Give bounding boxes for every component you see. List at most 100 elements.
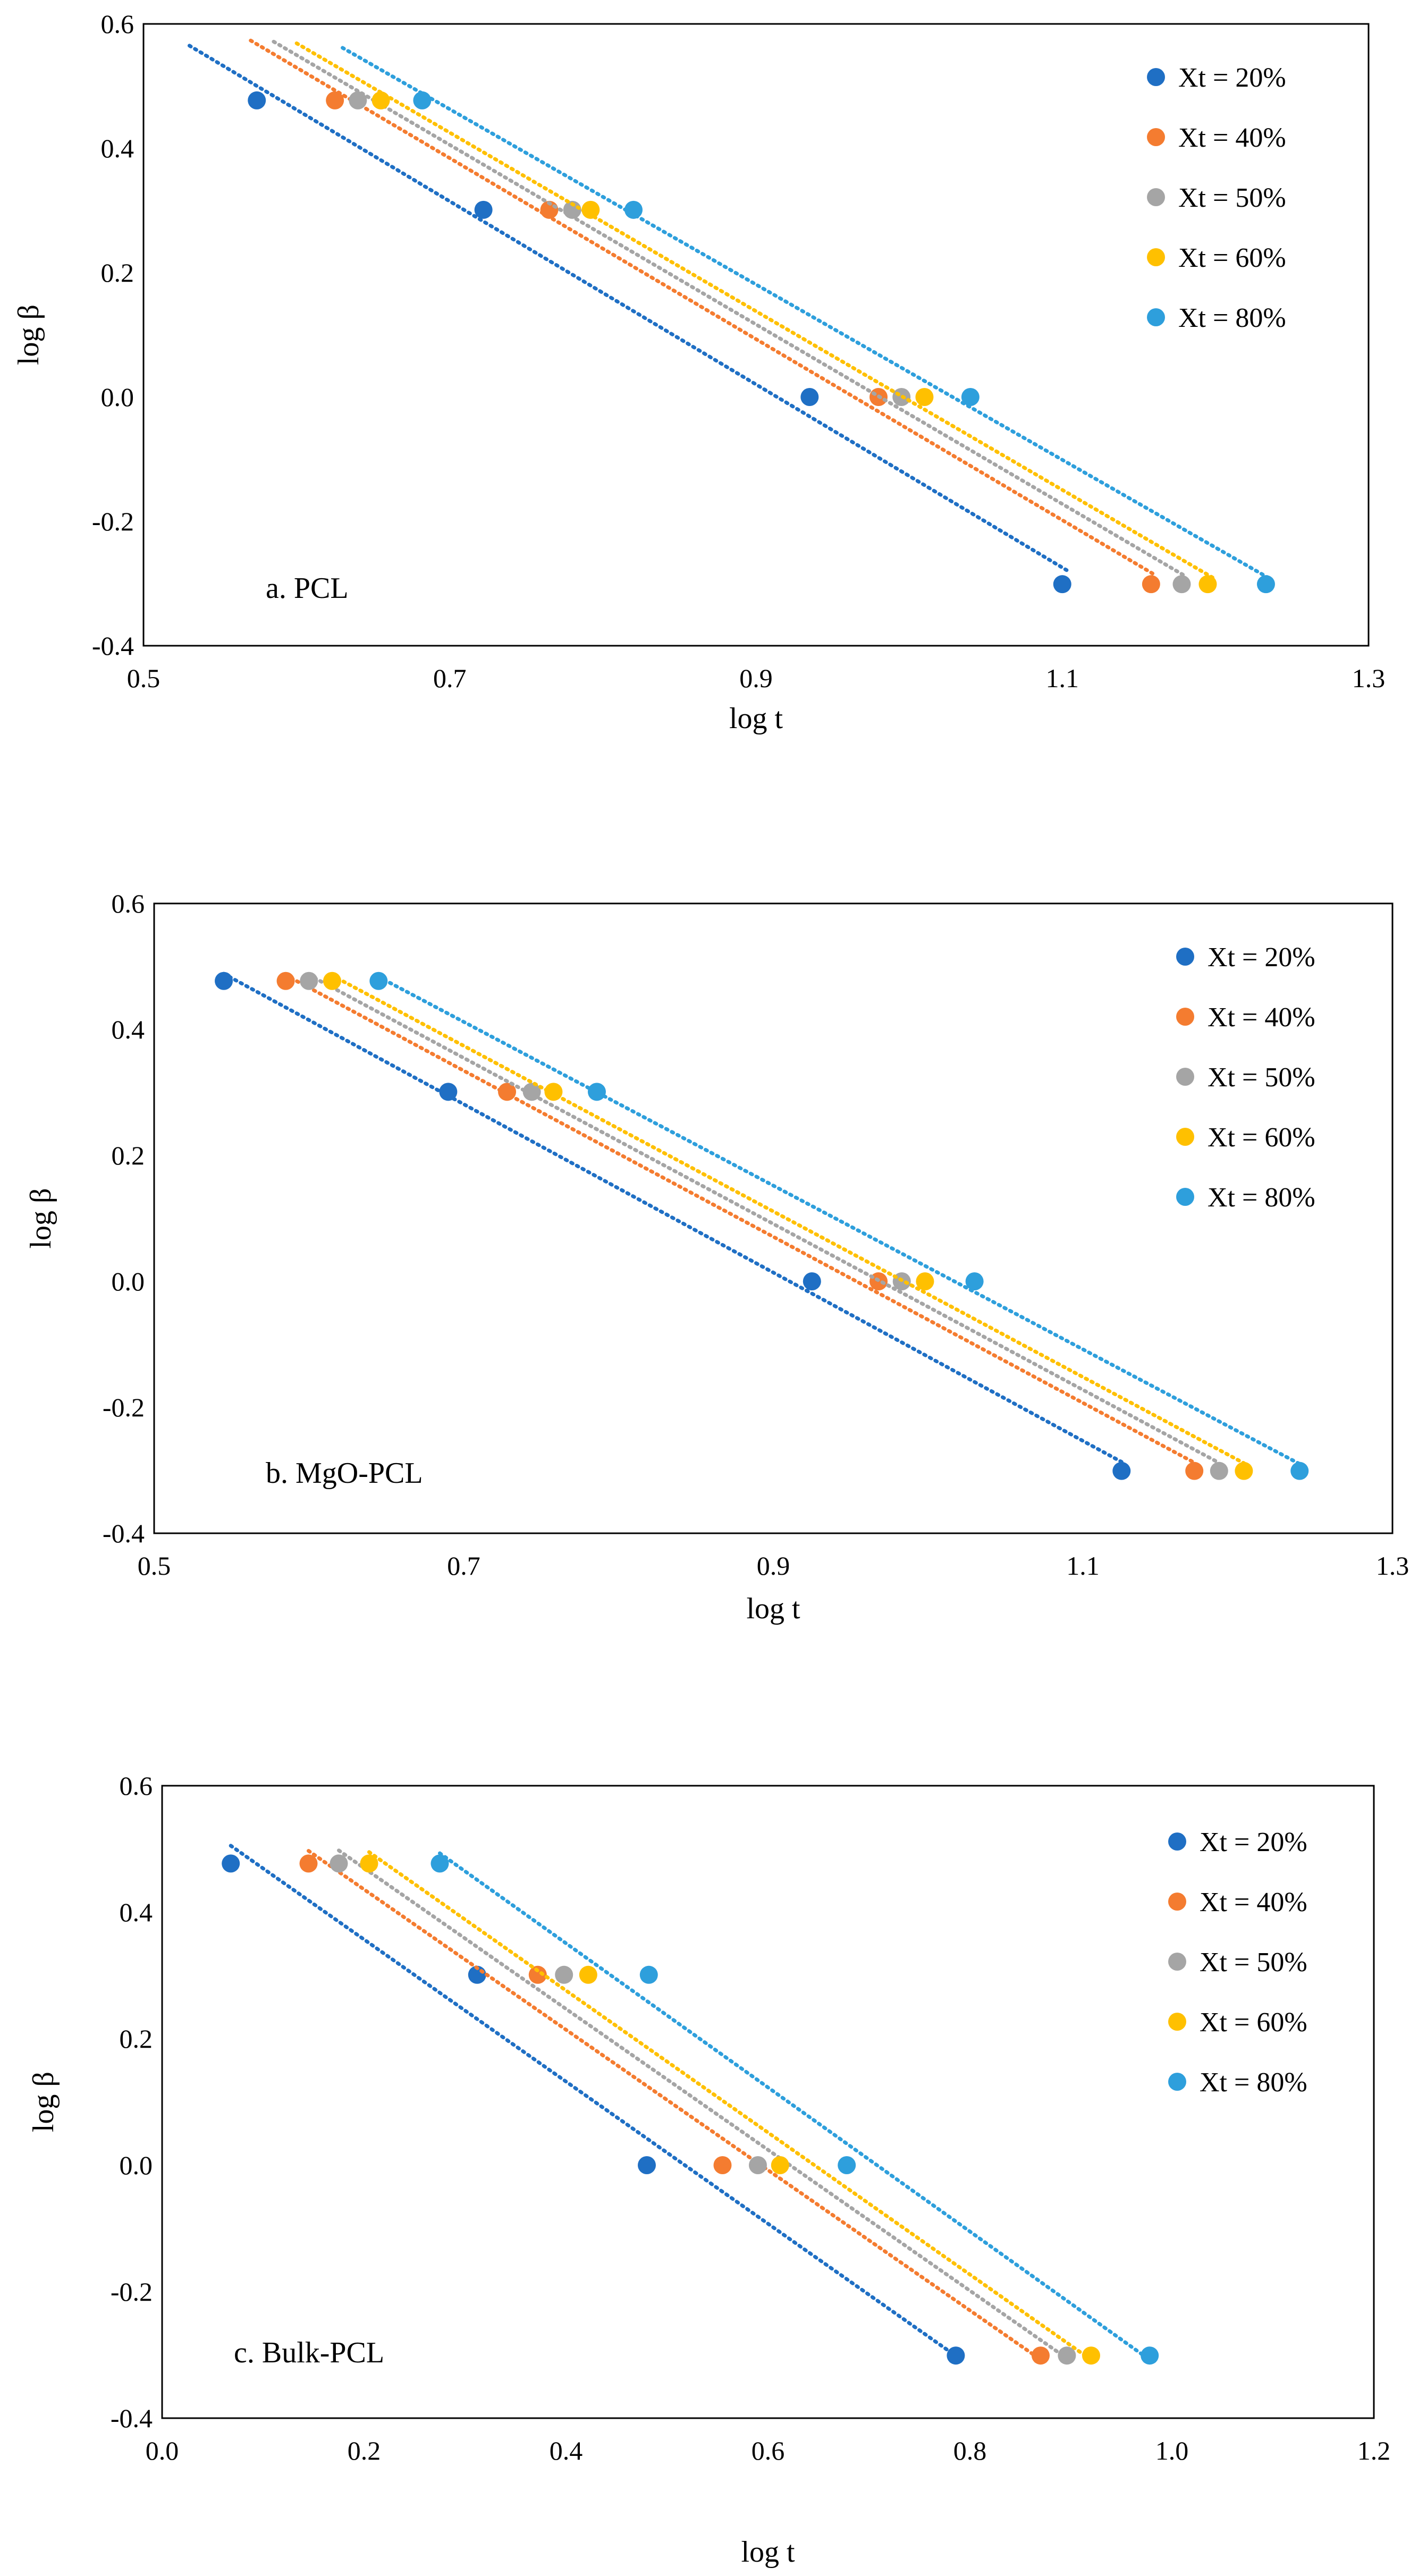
y-tick-label: -0.4	[92, 631, 134, 661]
trendline	[187, 44, 1072, 574]
y-tick-label: 0.2	[120, 2024, 153, 2054]
chart-mgo-pcl: -0.4 -0.2 0.0 0.2 0.4 0.6 0.5 0.7 0.9 1.1 1.3 log t…	[24, 889, 1409, 1625]
legend-marker	[1176, 1128, 1194, 1146]
data-point	[965, 1272, 984, 1290]
x-tick-label: 1.2	[1357, 2436, 1391, 2465]
chart-panel-pcl: -0.4 -0.2 0.0 0.2 0.4 0.6 0.5 0.7 0.9 1.1 1.3 log t…	[0, 0, 1410, 776]
data-point	[771, 2156, 789, 2174]
data-point	[349, 91, 367, 109]
chart-panel-mgo-pcl: -0.4 -0.2 0.0 0.2 0.4 0.6 0.5 0.7 0.9 1.1 1.3 log t…	[0, 872, 1410, 1658]
trendline	[367, 1850, 1093, 2362]
y-tick-label: 0.0	[101, 382, 134, 412]
y-tick-label: -0.4	[103, 1518, 145, 1548]
data-point	[915, 388, 934, 406]
data-point	[563, 200, 581, 219]
x-axis-label: log t	[746, 1592, 800, 1625]
data-point	[961, 388, 980, 406]
legend-marker	[1168, 1893, 1186, 1911]
legend-label: Xt = 20%	[1200, 1827, 1307, 1857]
chart-bulk-pcl: -0.4 -0.2 0.0 0.2 0.4 0.6 0.0 0.2 0.4 0.6 0.8 1.0 1.…	[27, 1771, 1391, 2569]
trendline	[294, 41, 1218, 581]
data-point	[522, 1083, 541, 1101]
data-point	[1198, 575, 1217, 594]
trendline	[249, 38, 1156, 577]
legend-marker	[1168, 2073, 1186, 2091]
x-tick-label: 0.6	[752, 2436, 785, 2465]
plot-frame	[142, 23, 1370, 647]
trendline	[307, 1849, 1043, 2362]
data-point	[1142, 575, 1160, 594]
x-tick-label: 0.8	[953, 2436, 987, 2465]
legend-label: Xt = 50%	[1178, 183, 1286, 213]
data-point	[1172, 575, 1191, 594]
data-point	[947, 2346, 965, 2365]
y-tick-label: 0.0	[112, 1266, 145, 1296]
data-point	[360, 1854, 378, 1873]
x-tick-label: 1.1	[1046, 663, 1079, 693]
legend-marker	[1176, 1068, 1194, 1086]
legend-marker	[1147, 128, 1165, 146]
legend-label: Xt = 40%	[1178, 123, 1286, 153]
chart-panel-bulk-pcl: -0.4 -0.2 0.0 0.2 0.4 0.6 0.0 0.2 0.4 0.6 0.8 1.0 1.…	[0, 1754, 1410, 2576]
legend-label: Xt = 20%	[1178, 63, 1286, 93]
trendline	[341, 46, 1271, 580]
data-point	[713, 2156, 732, 2174]
legend-label: Xt = 40%	[1208, 1002, 1315, 1033]
trendline	[438, 1851, 1152, 2362]
data-point	[803, 1272, 821, 1290]
data-point	[638, 2156, 656, 2174]
data-point	[555, 1965, 573, 1984]
x-tick-label: 0.2	[348, 2436, 381, 2465]
panel-title-pcl: a. PCL	[266, 572, 349, 605]
plot-frame	[161, 1785, 1375, 2419]
y-tick-label: 0.2	[101, 258, 134, 288]
data-point	[1053, 575, 1071, 594]
legend-label: Xt = 60%	[1200, 2007, 1307, 2038]
legend-marker	[1168, 2013, 1186, 2031]
data-point	[330, 1854, 348, 1873]
legend-marker	[1147, 248, 1165, 266]
panel-title-bulk-pcl: c. Bulk-PCL	[234, 2336, 384, 2369]
y-tick-label: 0.2	[112, 1141, 145, 1170]
data-point	[323, 972, 341, 990]
data-point	[474, 200, 493, 219]
x-tick-label: 0.9	[757, 1551, 790, 1581]
x-axis-label: log t	[741, 2536, 795, 2569]
data-point	[215, 972, 233, 990]
trendline	[330, 973, 1246, 1465]
y-tick-label: 0.4	[112, 1015, 145, 1044]
data-point	[326, 91, 344, 109]
data-point	[1185, 1462, 1204, 1480]
y-tick-label: -0.4	[111, 2403, 153, 2433]
legend-label: Xt = 50%	[1200, 1947, 1307, 1978]
data-point	[1082, 2346, 1100, 2365]
data-point	[916, 1272, 934, 1290]
y-tick-label: -0.2	[92, 506, 134, 536]
data-point	[372, 91, 390, 109]
x-tick-label: 1.3	[1376, 1551, 1409, 1581]
x-tick-label: 0.5	[127, 663, 161, 693]
panel-title-mgo-pcl: b. MgO-PCL	[266, 1457, 423, 1490]
legend-label: Xt = 20%	[1208, 942, 1315, 973]
plot-frame	[153, 902, 1394, 1534]
legend-label: Xt = 60%	[1178, 243, 1286, 273]
trendline	[229, 1844, 958, 2358]
y-tick-label: 0.6	[120, 1771, 153, 1801]
data-point	[581, 200, 600, 219]
legend-label: Xt = 80%	[1208, 1183, 1315, 1213]
data-point	[276, 972, 295, 990]
trendline	[337, 1848, 1069, 2360]
x-axis-label: log t	[729, 702, 783, 735]
x-tick-label: 0.7	[447, 1551, 480, 1581]
y-axis-label: log β	[27, 2072, 60, 2132]
data-point	[639, 1965, 658, 1984]
legend-label: Xt = 40%	[1200, 1887, 1307, 1918]
trendline	[272, 39, 1187, 578]
chart-pcl: -0.4 -0.2 0.0 0.2 0.4 0.6 0.5 0.7 0.9 1.1 1.3 log t…	[12, 9, 1385, 735]
legend-label: Xt = 80%	[1178, 303, 1286, 333]
data-point	[1235, 1462, 1253, 1480]
y-axis-label: log β	[12, 305, 45, 365]
trendline	[284, 973, 1196, 1465]
trendline	[222, 972, 1124, 1464]
data-point	[430, 1854, 449, 1873]
